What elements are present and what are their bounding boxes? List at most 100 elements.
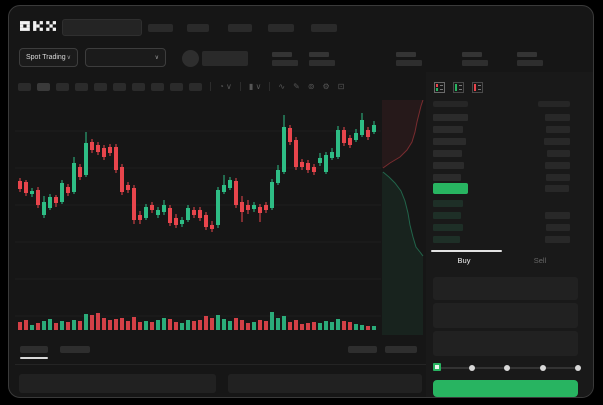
chevron-down-icon: ∨ (66, 54, 71, 61)
amount-placeholder (545, 212, 570, 219)
chart-tools: ◔ ∨ ▮ ∨ ∿ ✎ ⊚ ⚙ ⊡ (210, 80, 344, 93)
last-price-amount-placeholder (545, 185, 569, 192)
amount-placeholder (546, 174, 570, 181)
amount-placeholder (545, 236, 570, 243)
ticker-stat (272, 52, 300, 66)
toolbar-button[interactable] (37, 83, 50, 91)
toolbar-divider (269, 82, 271, 91)
price-placeholder (433, 126, 463, 133)
order-field-placeholder[interactable] (433, 303, 578, 328)
line-tool-icon[interactable]: ∿ (278, 82, 286, 91)
price-placeholder (433, 236, 460, 243)
orderbook-row[interactable] (433, 160, 578, 172)
stat-label-placeholder (396, 52, 416, 57)
orderbook-row[interactable] (433, 172, 578, 184)
stat-value-placeholder (396, 60, 422, 66)
bottom-action[interactable] (348, 346, 377, 353)
tab-sell-label: Sell (533, 255, 547, 265)
book-mode-all-icon[interactable] (434, 82, 445, 93)
slider-stop[interactable] (539, 365, 546, 371)
interval-selector-icon[interactable]: ◔ ∨ (219, 82, 232, 91)
orderbook-row[interactable] (433, 198, 578, 210)
toolbar-button[interactable] (170, 83, 183, 91)
toolbar-button[interactable] (75, 83, 88, 91)
market-type-label: Spot Trading (26, 54, 66, 61)
book-mode-bids-icon[interactable] (453, 82, 464, 93)
amount-slider-handle[interactable] (433, 363, 441, 371)
toolbar-button[interactable] (18, 83, 31, 91)
pair-selector[interactable]: ∨ (85, 48, 166, 67)
last-price-badge[interactable] (433, 183, 468, 194)
active-tab-indicator (431, 250, 502, 252)
nav-item[interactable] (311, 24, 337, 32)
price-placeholder (433, 162, 464, 169)
book-mode-asks-icon[interactable] (472, 82, 483, 93)
amount-placeholder (545, 114, 570, 121)
bottom-tab[interactable] (20, 346, 48, 353)
nav-item[interactable] (268, 24, 294, 32)
bottom-panel-placeholder (228, 374, 422, 393)
ticker-stat (462, 52, 490, 66)
price-placeholder (433, 114, 468, 121)
orderbook-row[interactable] (433, 222, 578, 234)
price-placeholder (433, 138, 466, 145)
nav-item[interactable] (187, 24, 209, 32)
orderbook-col-header-amount (538, 101, 570, 107)
orderbook-row[interactable] (433, 124, 578, 136)
orderbook-row[interactable] (433, 234, 578, 246)
stat-value-placeholder (462, 60, 488, 66)
orderbook-row[interactable] (433, 112, 578, 124)
amount-placeholder (545, 162, 570, 169)
amount-placeholder (547, 150, 570, 157)
orderbook-row[interactable] (433, 210, 578, 222)
toolbar-button[interactable] (56, 83, 69, 91)
bottom-tab[interactable] (60, 346, 90, 353)
tab-buy[interactable]: Buy (426, 253, 502, 267)
toolbar-button[interactable] (151, 83, 164, 91)
toolbar-button[interactable] (94, 83, 107, 91)
market-type-selector[interactable]: Spot Trading ∨ (19, 48, 78, 67)
draw-tool-icon[interactable]: ✎ (293, 82, 300, 91)
stat-label-placeholder (462, 52, 482, 57)
stat-value-placeholder (517, 60, 543, 66)
orderbook-row[interactable] (433, 148, 578, 160)
amount-placeholder (546, 224, 570, 231)
nav-item[interactable] (148, 24, 173, 32)
chart-type-selector-icon[interactable]: ▮ ∨ (248, 82, 262, 91)
stat-label-placeholder (309, 52, 329, 57)
nav-item[interactable] (228, 24, 252, 32)
ticker-stat (309, 52, 337, 66)
toolbar-button[interactable] (113, 83, 126, 91)
price-placeholder (433, 174, 461, 181)
pair-name-placeholder (202, 51, 248, 66)
stat-value-placeholder (272, 60, 298, 66)
search-input[interactable] (62, 19, 142, 36)
settings-tool-icon[interactable]: ⚙ (322, 82, 330, 91)
ticker-stat (396, 52, 424, 66)
buy-submit-button[interactable] (433, 380, 578, 397)
orderbook-row[interactable] (433, 136, 578, 148)
order-field-placeholder[interactable] (433, 277, 578, 300)
fullscreen-tool-icon[interactable]: ⊡ (337, 82, 345, 91)
okx-logo (20, 21, 56, 31)
orderbook-col-header-price (433, 101, 468, 107)
order-field-placeholder[interactable] (433, 331, 578, 356)
candlestick-chart[interactable] (15, 100, 381, 342)
pair-logo-icon (182, 50, 199, 67)
slider-stop[interactable] (468, 365, 475, 371)
price-placeholder (433, 150, 462, 157)
app-window: Spot Trading ∨ ∨ ◔ ∨ ▮ ∨ ∿ ✎ ⊚ ⚙ ⊡ Buy Sell (8, 5, 594, 398)
snapshot-tool-icon[interactable]: ⊚ (307, 82, 315, 91)
toolbar-button[interactable] (132, 83, 145, 91)
stat-label-placeholder (272, 52, 292, 57)
stat-value-placeholder (309, 60, 335, 66)
toolbar-button[interactable] (189, 83, 202, 91)
slider-stop[interactable] (504, 365, 510, 371)
bottom-panel-placeholder (19, 374, 216, 393)
slider-stop[interactable] (575, 365, 581, 371)
bottom-divider (15, 364, 426, 365)
price-placeholder (433, 212, 461, 219)
toolbar-divider (239, 82, 241, 91)
tab-sell[interactable]: Sell (502, 253, 578, 267)
bottom-action[interactable] (385, 346, 417, 353)
